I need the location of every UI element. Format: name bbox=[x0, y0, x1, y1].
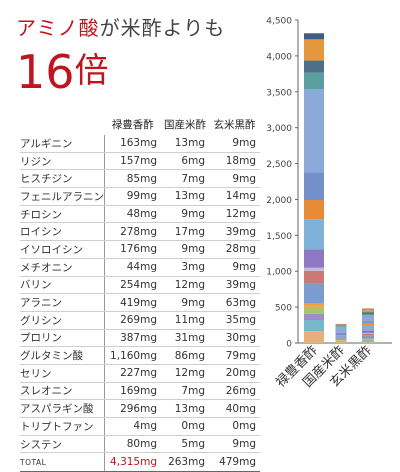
bar-segment bbox=[304, 307, 324, 314]
bar-segment bbox=[304, 271, 324, 284]
bar-segment bbox=[304, 320, 324, 331]
y-tick-label: 2,000 bbox=[266, 196, 292, 206]
bar-segment bbox=[362, 336, 374, 339]
bar-segment bbox=[362, 339, 374, 340]
bar-segment bbox=[362, 312, 374, 314]
bar-segment bbox=[336, 326, 347, 327]
bar-segment bbox=[304, 283, 324, 303]
y-tick-label: 1,000 bbox=[266, 268, 292, 278]
amino-acid-name: トリプトファン bbox=[20, 418, 105, 436]
amino-acid-name: システン bbox=[20, 435, 105, 453]
amino-acid-value: 5mg bbox=[161, 435, 209, 453]
bar-segment bbox=[304, 89, 324, 172]
bar-segment bbox=[304, 219, 324, 249]
y-tick-label: 500 bbox=[275, 304, 292, 314]
amino-acid-value: 9mg bbox=[209, 435, 260, 453]
bar-segment bbox=[304, 314, 324, 320]
total-value: 263mg bbox=[161, 453, 209, 472]
bar-segment bbox=[304, 303, 324, 306]
bar-segment bbox=[304, 33, 324, 39]
bar-segment bbox=[336, 327, 347, 333]
bar-segment bbox=[362, 341, 374, 342]
amino-acid-value: 0mg bbox=[209, 418, 260, 436]
y-tick-label: 2,500 bbox=[266, 160, 292, 170]
bar-segment bbox=[362, 309, 374, 312]
bar-segment bbox=[336, 340, 347, 341]
bar-segment bbox=[304, 331, 324, 343]
y-tick-label: 1,500 bbox=[266, 232, 292, 242]
amino-acid-value: 40mg bbox=[209, 400, 260, 418]
amino-acid-value: 296mg bbox=[105, 400, 162, 418]
y-tick-label: 4,000 bbox=[266, 52, 292, 62]
y-tick-label: 4,500 bbox=[266, 17, 292, 27]
bar-segment bbox=[362, 330, 374, 333]
total-label: TOTAL bbox=[20, 453, 105, 472]
bar-segment bbox=[336, 340, 347, 341]
bar-segment bbox=[304, 73, 324, 89]
total-value: 479mg bbox=[209, 453, 260, 472]
bar-segment bbox=[336, 338, 347, 339]
bar-segment bbox=[362, 340, 374, 341]
amino-acid-value: 13mg bbox=[161, 400, 209, 418]
amino-acid-value: 80mg bbox=[105, 435, 162, 453]
bar-segment bbox=[336, 335, 347, 336]
bar-segment bbox=[362, 333, 374, 334]
amino-acid-name: アスパラギン酸 bbox=[20, 400, 105, 418]
bar-segment bbox=[304, 172, 324, 200]
bar-segment bbox=[362, 334, 374, 336]
bar-segment bbox=[336, 324, 347, 325]
y-tick-label: 3,500 bbox=[266, 88, 292, 98]
amino-acid-value: 0mg bbox=[161, 418, 209, 436]
bar-segment bbox=[336, 333, 347, 335]
y-tick-label: 3,000 bbox=[266, 124, 292, 134]
bar-segment bbox=[304, 39, 324, 60]
bar-segment bbox=[362, 315, 374, 321]
bar-segment bbox=[336, 342, 347, 343]
bar-segment bbox=[336, 336, 347, 337]
bar-segment bbox=[362, 321, 374, 323]
bar-segment bbox=[336, 341, 347, 342]
bar-segment bbox=[362, 323, 374, 326]
bar-segment bbox=[362, 339, 374, 340]
bar-segment bbox=[304, 200, 324, 219]
stacked-bar-chart: 0 500 1,000 1,500 2,000 2,500 3,000 3,500 4,000 4… bbox=[0, 0, 400, 400]
bar-segment bbox=[304, 249, 324, 267]
bar-segment bbox=[362, 314, 374, 315]
bar-segment bbox=[336, 338, 347, 339]
bar-segment bbox=[336, 337, 347, 338]
bar-segment bbox=[362, 326, 374, 331]
bar-segment bbox=[362, 309, 374, 310]
bar-segment bbox=[336, 325, 347, 326]
bar-segment bbox=[304, 268, 324, 271]
total-value: 4,315mg bbox=[105, 453, 162, 472]
y-tick-label: 0 bbox=[286, 340, 292, 350]
amino-acid-value: 4mg bbox=[105, 418, 162, 436]
bar-segment bbox=[304, 61, 324, 73]
